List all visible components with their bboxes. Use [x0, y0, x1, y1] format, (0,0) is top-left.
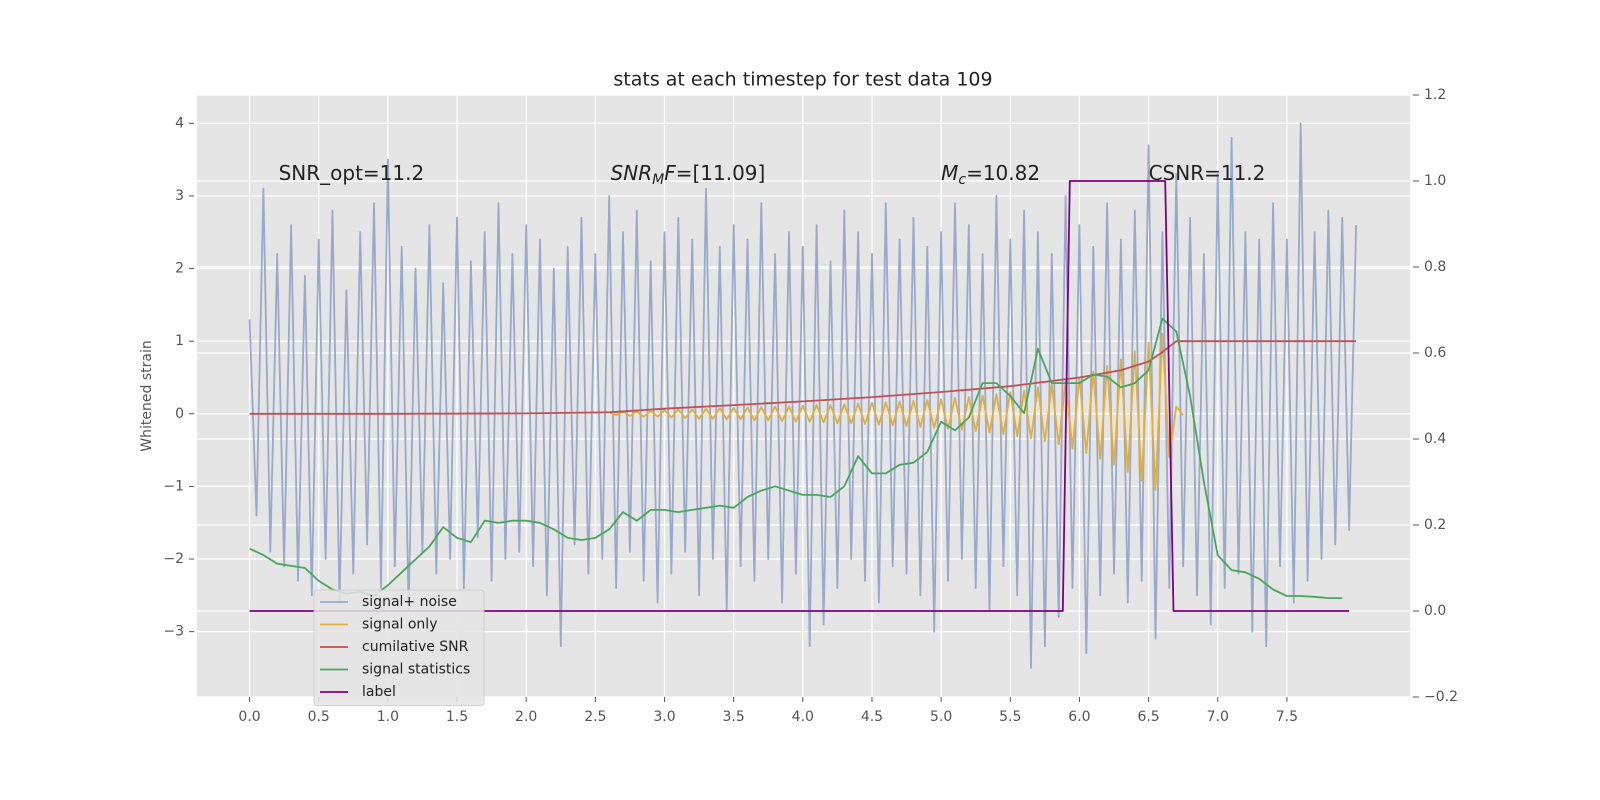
x-tick-label: 6.0	[1068, 709, 1090, 725]
y2-tick-label: 0.2	[1424, 517, 1446, 533]
series-line	[249, 317, 1343, 599]
annotation-part: c	[958, 172, 966, 188]
y-tick-label: −1	[163, 478, 184, 494]
y-tick-label: −2	[163, 551, 184, 567]
x-tick-label: 6.5	[1137, 709, 1159, 725]
x-tick-label: 3.0	[653, 709, 675, 725]
annotation-part: M	[652, 172, 664, 188]
y2-tick-label: 0.8	[1424, 259, 1446, 275]
y2-tick-label: −0.2	[1424, 689, 1458, 705]
x-tick-label: 4.0	[792, 709, 814, 725]
annotation-part: F	[664, 161, 676, 185]
annotation: CSNR=11.2	[1149, 161, 1266, 185]
series-line	[608, 333, 1184, 491]
annotation-part: M	[941, 161, 958, 185]
legend-box	[313, 589, 485, 706]
y2-tick-label: 1.2	[1424, 87, 1446, 103]
y-tick-label: 0	[175, 406, 184, 422]
x-tick-label: 2.5	[584, 709, 606, 725]
y2-tick-label: 0.4	[1424, 431, 1446, 447]
x-tick-label: 7.5	[1276, 709, 1298, 725]
x-tick-label: 5.5	[999, 709, 1021, 725]
legend-label: cumilative SNR	[362, 639, 469, 655]
y-tick-label: 4	[175, 115, 184, 131]
y-tick-label: 1	[175, 333, 184, 349]
annotation-part: SNR	[611, 161, 653, 185]
legend-label: signal+ noise	[362, 594, 457, 610]
x-tick-label: 1.5	[446, 709, 468, 725]
x-tick-label: 5.0	[930, 709, 952, 725]
legend: signal+ noise signal only cumilative SNR si…	[313, 589, 485, 706]
series-line	[249, 180, 1350, 612]
x-tick-label: 7.0	[1207, 709, 1229, 725]
y2-tick-label: 1.0	[1424, 173, 1446, 189]
x-tick-label: 2.0	[515, 709, 537, 725]
x-tick-label: 0.0	[238, 709, 260, 725]
annotation: SNR_opt=11.2	[279, 161, 425, 185]
y2-tick-label: 0.0	[1424, 603, 1446, 619]
y-tick-label: −3	[163, 624, 184, 640]
annotation-part: CSNR=11.2	[1149, 161, 1266, 185]
legend-label: signal only	[362, 617, 437, 633]
chart-title: stats at each timestep for test data 109	[613, 69, 992, 91]
y-tick-label: 3	[175, 188, 184, 204]
x-tick-label: 4.5	[861, 709, 883, 725]
annotation-part: =10.82	[966, 161, 1040, 185]
x-tick-label: 3.5	[723, 709, 745, 725]
x-tick-label: 1.0	[377, 709, 399, 725]
legend-label: label	[362, 684, 396, 700]
annotation: SNRMF=[11.09]	[611, 161, 766, 189]
annotation: Mc=10.82	[941, 161, 1040, 189]
annotation-part: =[11.09]	[676, 161, 766, 185]
legend-label: signal statistics	[362, 662, 470, 678]
y2-tick-label: 0.6	[1424, 345, 1446, 361]
y-tick-label: 2	[175, 261, 184, 277]
series-line	[248, 122, 1357, 669]
y-axis-label: Whitened strain	[139, 340, 155, 451]
annotation-part: SNR_opt=11.2	[279, 161, 425, 185]
series-line	[249, 340, 1357, 415]
x-tick-label: 0.5	[308, 709, 330, 725]
